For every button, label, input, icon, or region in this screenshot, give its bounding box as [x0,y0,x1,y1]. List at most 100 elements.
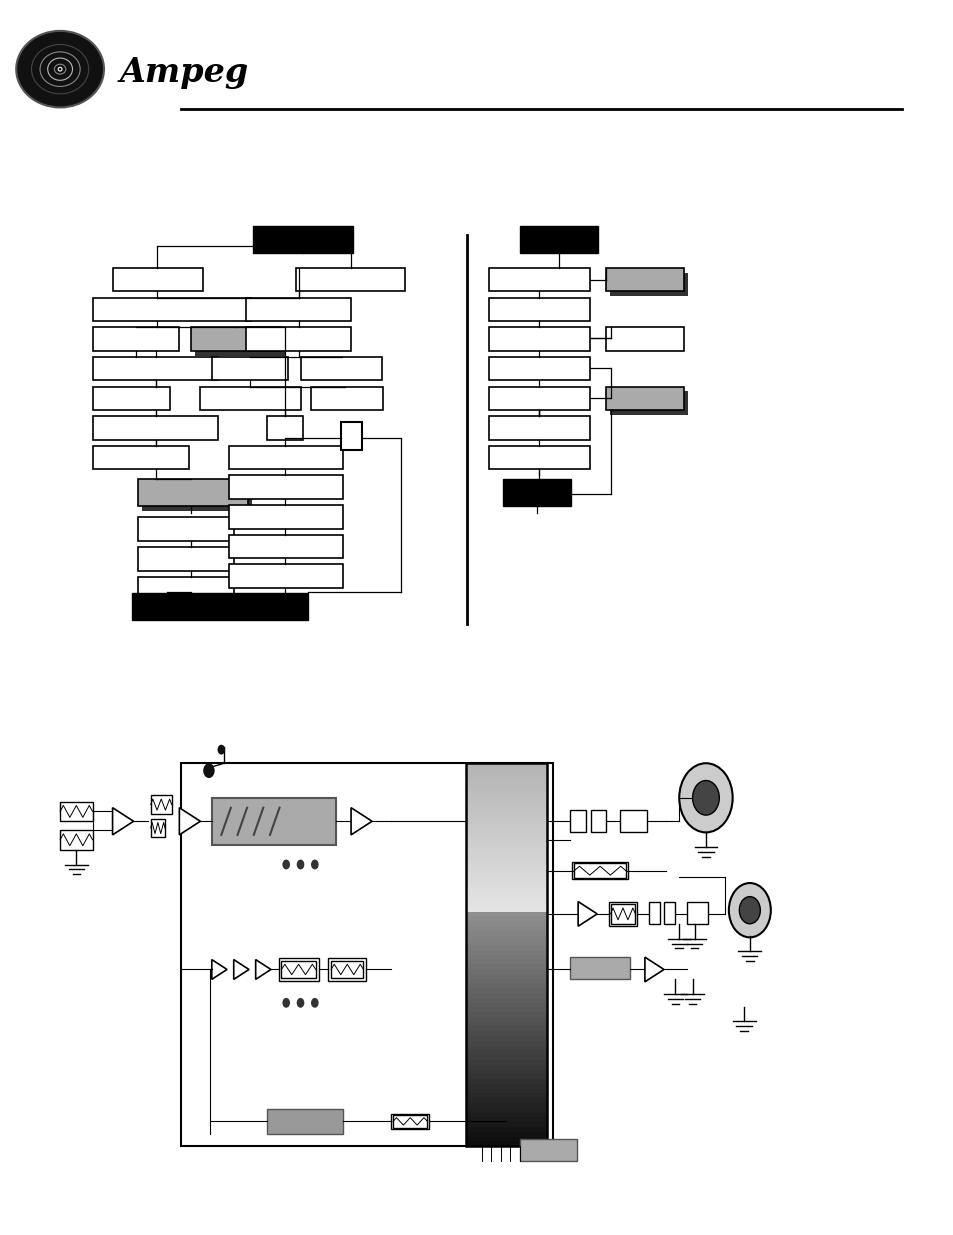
Bar [465,1036,546,1041]
Polygon shape [644,957,663,982]
Bar [465,825,546,830]
Bar [246,298,351,321]
Bar [295,268,405,291]
Bar [465,931,546,936]
Bar [465,1050,546,1055]
Polygon shape [351,808,372,835]
Bar [519,226,598,253]
Bar [590,810,605,832]
Bar [465,773,546,778]
Bar [465,840,546,845]
Bar [391,1114,429,1129]
Bar [465,993,546,998]
Bar [465,873,546,878]
Bar [465,1055,546,1060]
Bar [60,802,92,821]
Bar [465,1126,546,1131]
Bar [267,416,303,440]
Circle shape [679,763,732,832]
Polygon shape [578,902,597,926]
Bar [465,1089,546,1093]
Bar [465,763,546,1146]
Bar [465,1093,546,1098]
Circle shape [728,883,770,937]
Bar [278,958,318,981]
Bar [465,973,546,978]
Circle shape [739,897,760,924]
Bar [663,902,675,924]
Bar [311,387,382,410]
Polygon shape [112,808,133,835]
Bar [605,387,683,410]
Bar [93,387,170,410]
Bar [465,936,546,940]
Bar [181,763,553,1146]
Polygon shape [255,960,271,979]
Bar [465,1108,546,1113]
Bar [502,479,571,506]
Bar [465,998,546,1003]
Bar [465,1060,546,1065]
Bar [151,795,172,814]
Bar [267,1109,343,1134]
Bar [465,1074,546,1079]
Bar [489,268,589,291]
Bar [465,888,546,893]
Bar [93,327,179,351]
Bar [465,860,546,863]
Bar [465,783,546,787]
Bar [281,961,315,978]
Bar [465,792,546,797]
Bar [331,961,363,978]
Bar [465,1113,546,1118]
Bar [393,1115,427,1128]
Bar [112,268,203,291]
Bar [465,1046,546,1050]
Bar [465,811,546,816]
Circle shape [296,860,304,869]
Bar [465,802,546,806]
Bar [212,357,288,380]
Ellipse shape [16,31,104,107]
Bar [465,778,546,783]
Bar [328,958,366,981]
Circle shape [203,763,214,778]
Bar [574,863,625,878]
Bar [465,806,546,811]
Bar [465,897,546,902]
Bar [151,819,165,837]
Bar [465,883,546,888]
Bar [465,1003,546,1008]
Bar [465,1136,546,1141]
Bar [465,830,546,835]
Bar [465,978,546,983]
Bar [609,391,687,415]
Bar [608,902,637,926]
Bar [229,535,343,558]
Bar [229,564,343,588]
Bar [138,479,248,506]
Bar [93,416,217,440]
Bar [465,855,546,860]
Bar [465,820,546,825]
Bar [465,906,546,911]
Bar [465,893,546,897]
Bar [570,810,585,832]
Circle shape [217,745,225,755]
Circle shape [296,998,304,1008]
Circle shape [311,998,318,1008]
Bar [489,387,589,410]
Bar [300,357,381,380]
Bar [138,577,233,600]
Bar [60,830,92,850]
Bar [465,1065,546,1070]
Bar [138,517,233,541]
Bar [465,845,546,850]
Circle shape [692,781,719,815]
Bar [465,965,546,969]
Bar [200,387,300,410]
Bar [465,945,546,950]
Bar [465,1026,546,1031]
Circle shape [282,860,290,869]
Bar [93,357,217,380]
